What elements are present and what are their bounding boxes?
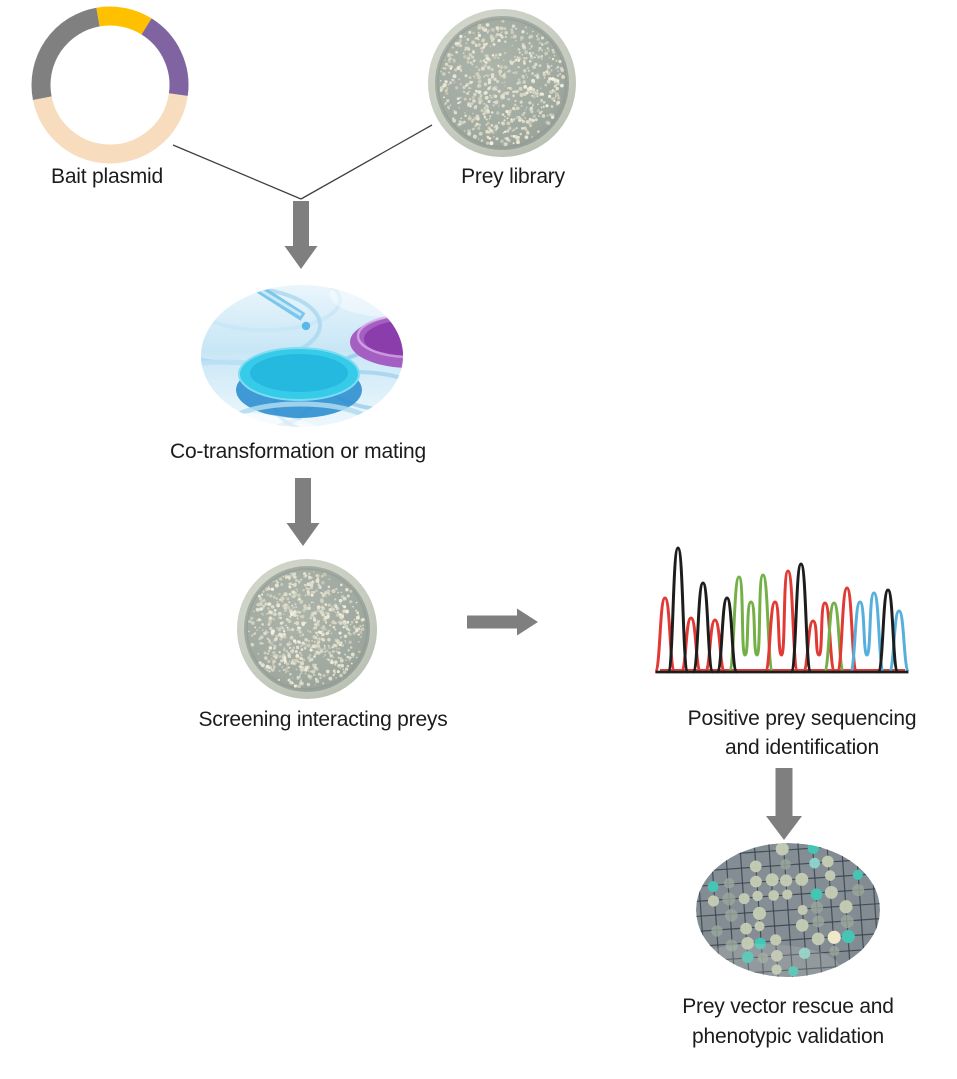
cotransformation-label: Co-transformation or mating: [169, 440, 427, 463]
sequencing-label-line2: and identification: [724, 736, 880, 759]
validation-label-line2: phenotypic validation: [692, 1025, 884, 1048]
prey-library-label: Prey library: [461, 165, 565, 188]
validation-label-line1: Prey vector rescue and: [682, 995, 894, 1018]
screening-label: Screening interacting preys: [198, 708, 448, 731]
validation-label: Prey vector rescue and phenotypic valida…: [682, 992, 894, 1052]
flow-arrows: [284, 201, 802, 840]
prey-library-dish-image: [428, 9, 576, 157]
droplet: [301, 321, 311, 331]
purple-dish: [350, 313, 403, 368]
screening-dish-image: [237, 559, 377, 699]
sequencing-label: Positive prey sequencing and identificat…: [688, 704, 917, 762]
bait-plasmid-diagram: [31, 6, 189, 164]
connector-lines: [172, 124, 433, 200]
sequencing-label-line1: Positive prey sequencing: [687, 707, 917, 730]
validation-plate-image: [696, 843, 880, 977]
cotransformation-image: [201, 285, 403, 427]
bait-plasmid-label: Bait plasmid: [51, 165, 163, 188]
sequencing-chromatogram: [653, 546, 911, 674]
